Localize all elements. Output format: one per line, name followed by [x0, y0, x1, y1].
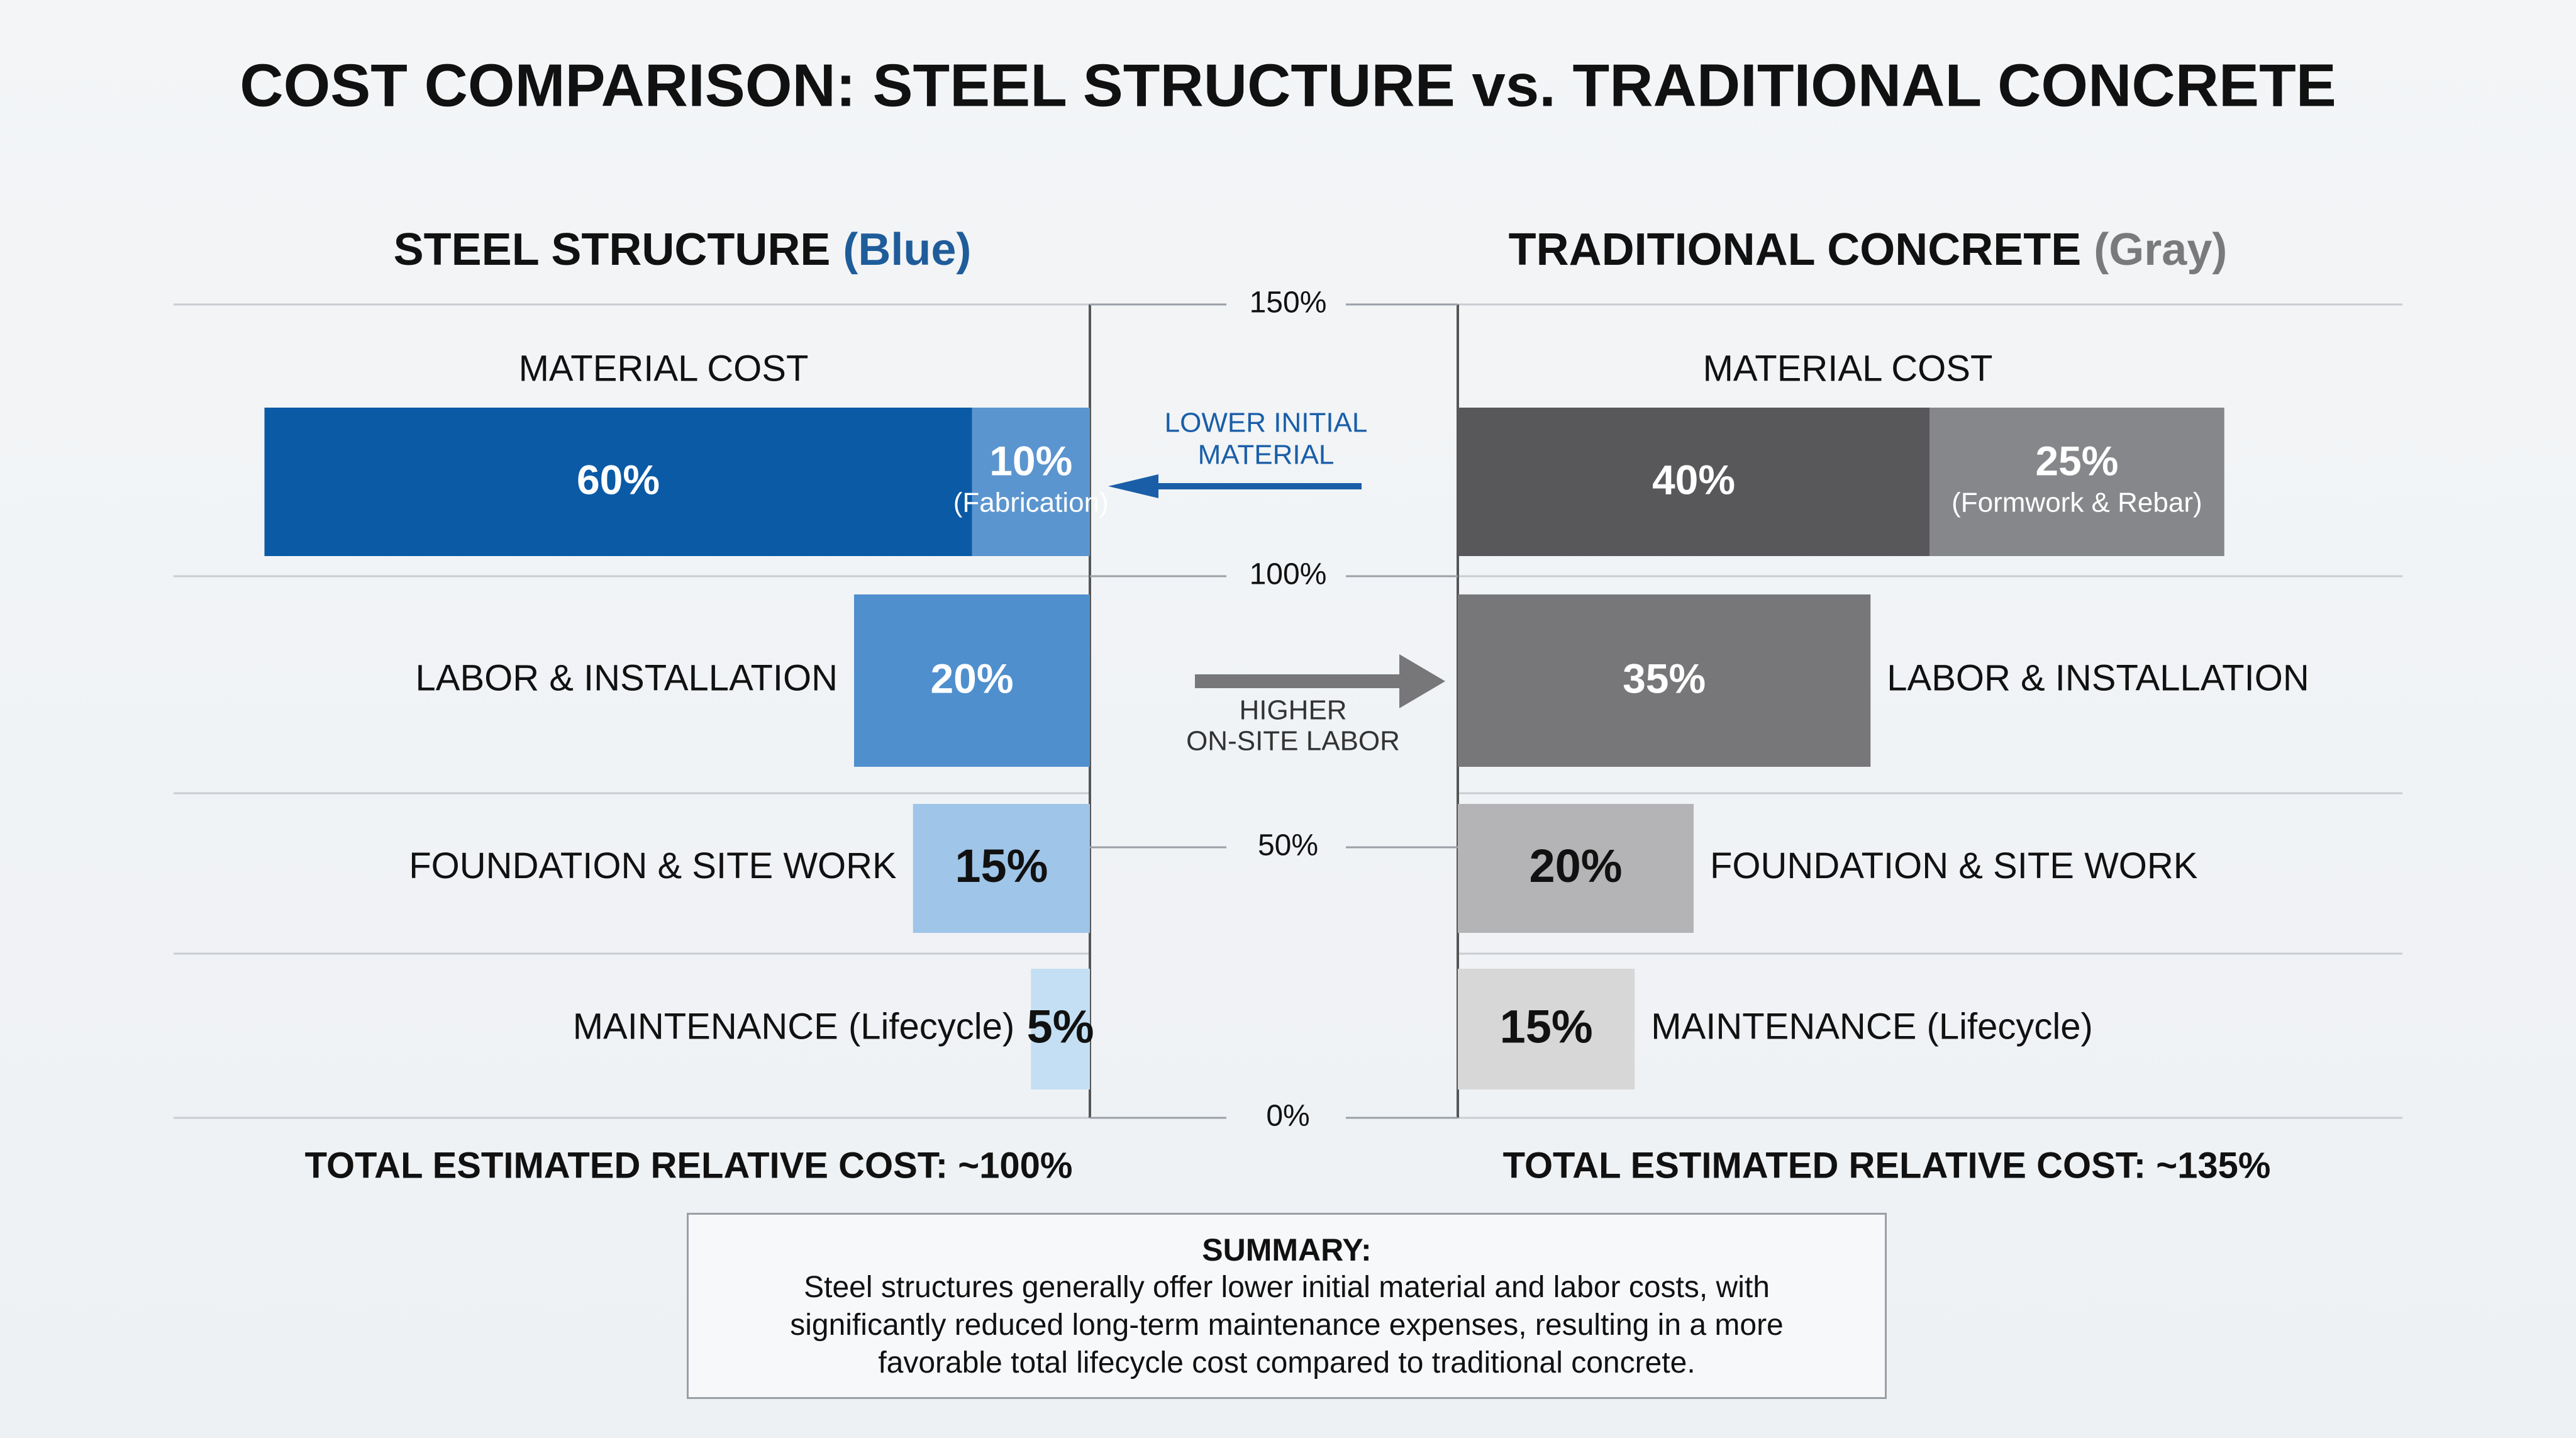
bar-value-label: 10% [989, 437, 1072, 484]
category-label: FOUNDATION & SITE WORK [409, 845, 897, 886]
axis-tick-label: 0% [1266, 1100, 1309, 1133]
bar-segment [1458, 969, 1635, 1090]
chart-title: COST COMPARISON: STEEL STRUCTURE vs. TRA… [240, 52, 2336, 119]
bar-segment [1458, 804, 1694, 933]
category-label: LABOR & INSTALLATION [416, 657, 838, 698]
series-name: STEEL STRUCTURE [394, 225, 843, 275]
bar-segment [1929, 408, 2224, 556]
bar-segment [264, 408, 972, 556]
bar-segment [972, 408, 1090, 556]
bar-segment [1458, 408, 1929, 556]
summary-box: SUMMARY: Steel structures generally offe… [687, 1213, 1887, 1399]
bar-sub-label: (Formwork & Rebar) [1951, 488, 2202, 518]
bar-value-label: 15% [955, 840, 1048, 892]
summary-text: Steel structures generally offer lower i… [790, 1271, 1784, 1379]
bar-value-label: 20% [1529, 840, 1622, 892]
series-color-label: (Blue) [843, 225, 971, 275]
series-color-label: (Gray) [2094, 225, 2227, 275]
bar-segment [854, 594, 1090, 767]
bar-segment [1458, 594, 1871, 767]
summary-title: SUMMARY: [1202, 1232, 1372, 1268]
bar-value-label: 20% [930, 655, 1013, 701]
category-label: MAINTENANCE (Lifecycle) [573, 1006, 1015, 1047]
total-cost-label: TOTAL ESTIMATED RELATIVE COST: ~135% [1503, 1145, 2271, 1186]
category-label: MATERIAL COST [519, 348, 809, 389]
arrow-left-icon [1108, 474, 1362, 498]
annotation-text: LOWER INITIAL [1165, 408, 1368, 438]
bar-value-label: 25% [2035, 437, 2118, 484]
category-label: MATERIAL COST [1703, 348, 1993, 389]
bar-sub-label: (Fabrication) [953, 488, 1109, 518]
series-name: TRADITIONAL CONCRETE [1509, 225, 2094, 275]
bar-segment [913, 804, 1090, 933]
category-label: MAINTENANCE (Lifecycle) [1651, 1006, 2093, 1047]
annotation-text: HIGHER [1239, 695, 1346, 726]
axis-tick-label: 150% [1250, 286, 1327, 320]
category-label: FOUNDATION & SITE WORK [1710, 845, 2198, 886]
concrete-heading: TRADITIONAL CONCRETE (Gray) [1509, 225, 2228, 275]
bar-value-label: 5% [1027, 1001, 1094, 1053]
bar-value-label: 35% [1623, 655, 1706, 701]
arrow-right-icon [1195, 654, 1445, 708]
annotation-text: MATERIAL [1198, 440, 1335, 471]
bar-value-label: 60% [577, 456, 660, 503]
bar-value-label: 40% [1652, 456, 1735, 503]
annotation-text: ON-SITE LABOR [1186, 726, 1400, 757]
bar-value-label: 15% [1500, 1001, 1593, 1053]
axis-tick-label: 50% [1258, 829, 1318, 862]
axis-tick-label: 100% [1250, 558, 1327, 591]
total-cost-label: TOTAL ESTIMATED RELATIVE COST: ~100% [305, 1145, 1073, 1186]
steel-heading: STEEL STRUCTURE (Blue) [394, 225, 972, 275]
category-label: LABOR & INSTALLATION [1887, 657, 2309, 698]
bar-segment [1031, 969, 1090, 1090]
